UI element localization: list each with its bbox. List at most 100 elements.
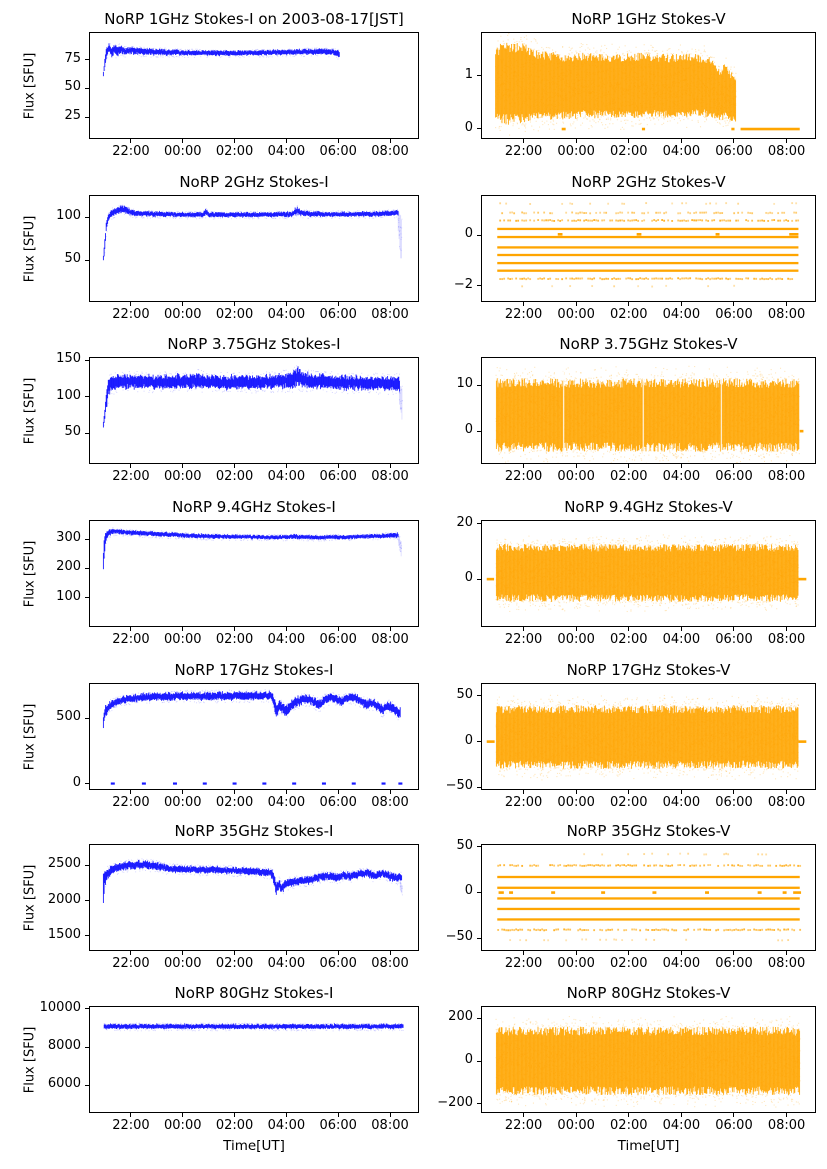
subplot-norp-3-75ghz-stokes-v: NoRP 3.75GHz Stokes-V 22:00 00:00 02:00 04:0… [456,335,816,484]
y-tick-mark [477,1103,481,1105]
x-tick-mark [337,464,339,468]
plot-canvas [89,32,419,139]
x-tick-mark [733,139,735,143]
y-tick-mark [477,846,481,848]
x-tick-mark [733,464,735,468]
y-tick-mark [477,384,481,386]
x-tick-mark [130,464,132,468]
x-tick-label: 00:00 [557,469,595,484]
y-tick-label: 1500 [47,926,81,942]
y-tick-label: 200 [448,1009,473,1025]
y-tick-label: 6000 [47,1076,81,1092]
x-tick-label: 22:00 [504,632,543,647]
x-tick-label: 06:00 [319,632,357,647]
x-tick-mark [733,951,735,955]
y-tick-mark [477,937,481,939]
y-tick-mark [85,567,89,569]
x-tick-mark [285,302,287,306]
x-tick-mark [575,951,577,955]
x-tick-mark [234,627,236,631]
y-tick-label: 0 [464,119,473,135]
y-tick-mark [85,597,89,599]
x-tick-mark [285,790,287,794]
x-tick-label: 08:00 [767,469,806,484]
y-axis-label: Flux [SFU] [22,215,38,282]
x-tick-mark [628,464,630,468]
x-tick-label: 04:00 [662,307,701,322]
y-axis-label: Flux [SFU] [22,540,38,607]
subplot-norp-35ghz-stokes-v: NoRP 35GHz Stokes-V 22:00 00:00 02:00 04:00 0… [446,822,816,971]
y-tick-label: 100 [56,208,81,224]
subplot-norp-2ghz-stokes-i: NoRP 2GHz Stokes-I 22:00 00:00 02:00 04:00 06… [23,173,419,322]
subplot-title: NoRP 80GHz Stokes-I [174,984,334,1002]
x-tick-label: 00:00 [164,307,202,322]
x-tick-label: 08:00 [767,144,806,159]
x-tick-label: 02:00 [610,469,648,484]
x-tick-label: 02:00 [610,795,648,810]
x-tick-mark [285,1113,287,1117]
x-tick-label: 08:00 [767,956,806,971]
x-tick-mark [389,464,391,468]
subplot-title: NoRP 1GHz Stokes-I on 2003-08-17[JST] [104,10,404,28]
x-tick-label: 22:00 [112,144,150,159]
y-tick-label: 10000 [39,999,81,1015]
x-tick-mark [182,1113,184,1117]
x-tick-mark [733,790,735,794]
x-tick-mark [733,302,735,306]
x-tick-label: 00:00 [557,307,595,322]
y-tick-label: −2 [453,276,473,292]
x-tick-mark [337,1113,339,1117]
x-tick-label: 22:00 [504,795,543,810]
x-tick-label: 04:00 [267,795,306,810]
y-tick-label: 10 [456,376,473,392]
x-tick-label: 04:00 [267,307,306,322]
x-tick-label: 04:00 [267,632,306,647]
x-tick-label: 06:00 [319,1118,357,1133]
x-tick-label: 22:00 [504,469,543,484]
x-tick-label: 08:00 [767,307,806,322]
subplot-norp-17ghz-stokes-v: NoRP 17GHz Stokes-V 22:00 00:00 02:00 04:00 0… [446,661,816,810]
subplot-norp-2ghz-stokes-v: NoRP 2GHz Stokes-V 22:00 00:00 02:00 04:00 06… [454,173,816,322]
y-tick-label: 2000 [47,891,81,907]
x-tick-mark [575,464,577,468]
x-tick-mark [285,627,287,631]
plot-canvas [89,1006,419,1113]
x-tick-mark [786,951,788,955]
x-tick-mark [575,627,577,631]
x-tick-mark [285,464,287,468]
y-tick-label: 50 [456,837,473,853]
plot-canvas [481,357,816,464]
subplot-title: NoRP 17GHz Stokes-I [174,661,334,679]
x-tick-label: 08:00 [371,307,409,322]
plot-canvas [481,32,816,139]
x-tick-label: 06:00 [715,956,753,971]
x-tick-label: 04:00 [662,144,701,159]
y-tick-mark [85,717,89,719]
x-tick-mark [182,790,184,794]
y-tick-label: −200 [437,1094,473,1110]
y-tick-mark [85,538,89,540]
x-tick-mark [575,302,577,306]
y-tick-mark [477,234,481,236]
subplot-norp-80ghz-stokes-i: NoRP 80GHz Stokes-I 22:00 00:00 02:00 04:00 0… [23,984,419,1154]
y-tick-mark [85,359,89,361]
x-tick-label: 02:00 [215,469,254,484]
x-tick-mark [733,627,735,631]
x-axis-label: Time[UT] [223,1138,285,1154]
x-tick-mark [523,627,525,631]
x-tick-label: 22:00 [504,144,543,159]
x-tick-mark [182,302,184,306]
x-tick-label: 00:00 [557,1118,595,1133]
x-tick-mark [786,464,788,468]
subplot-norp-9-4ghz-stokes-i: NoRP 9.4GHz Stokes-I 22:00 00:00 02:00 04:00… [23,498,419,647]
x-tick-label: 00:00 [557,795,595,810]
x-tick-mark [389,951,391,955]
x-tick-label: 04:00 [267,469,306,484]
y-tick-label: 0 [464,570,473,586]
x-tick-mark [337,627,339,631]
y-tick-mark [477,128,481,130]
y-tick-label: 20 [456,514,473,530]
x-tick-mark [337,790,339,794]
y-tick-label: 50 [456,686,473,702]
x-tick-mark [523,1113,525,1117]
